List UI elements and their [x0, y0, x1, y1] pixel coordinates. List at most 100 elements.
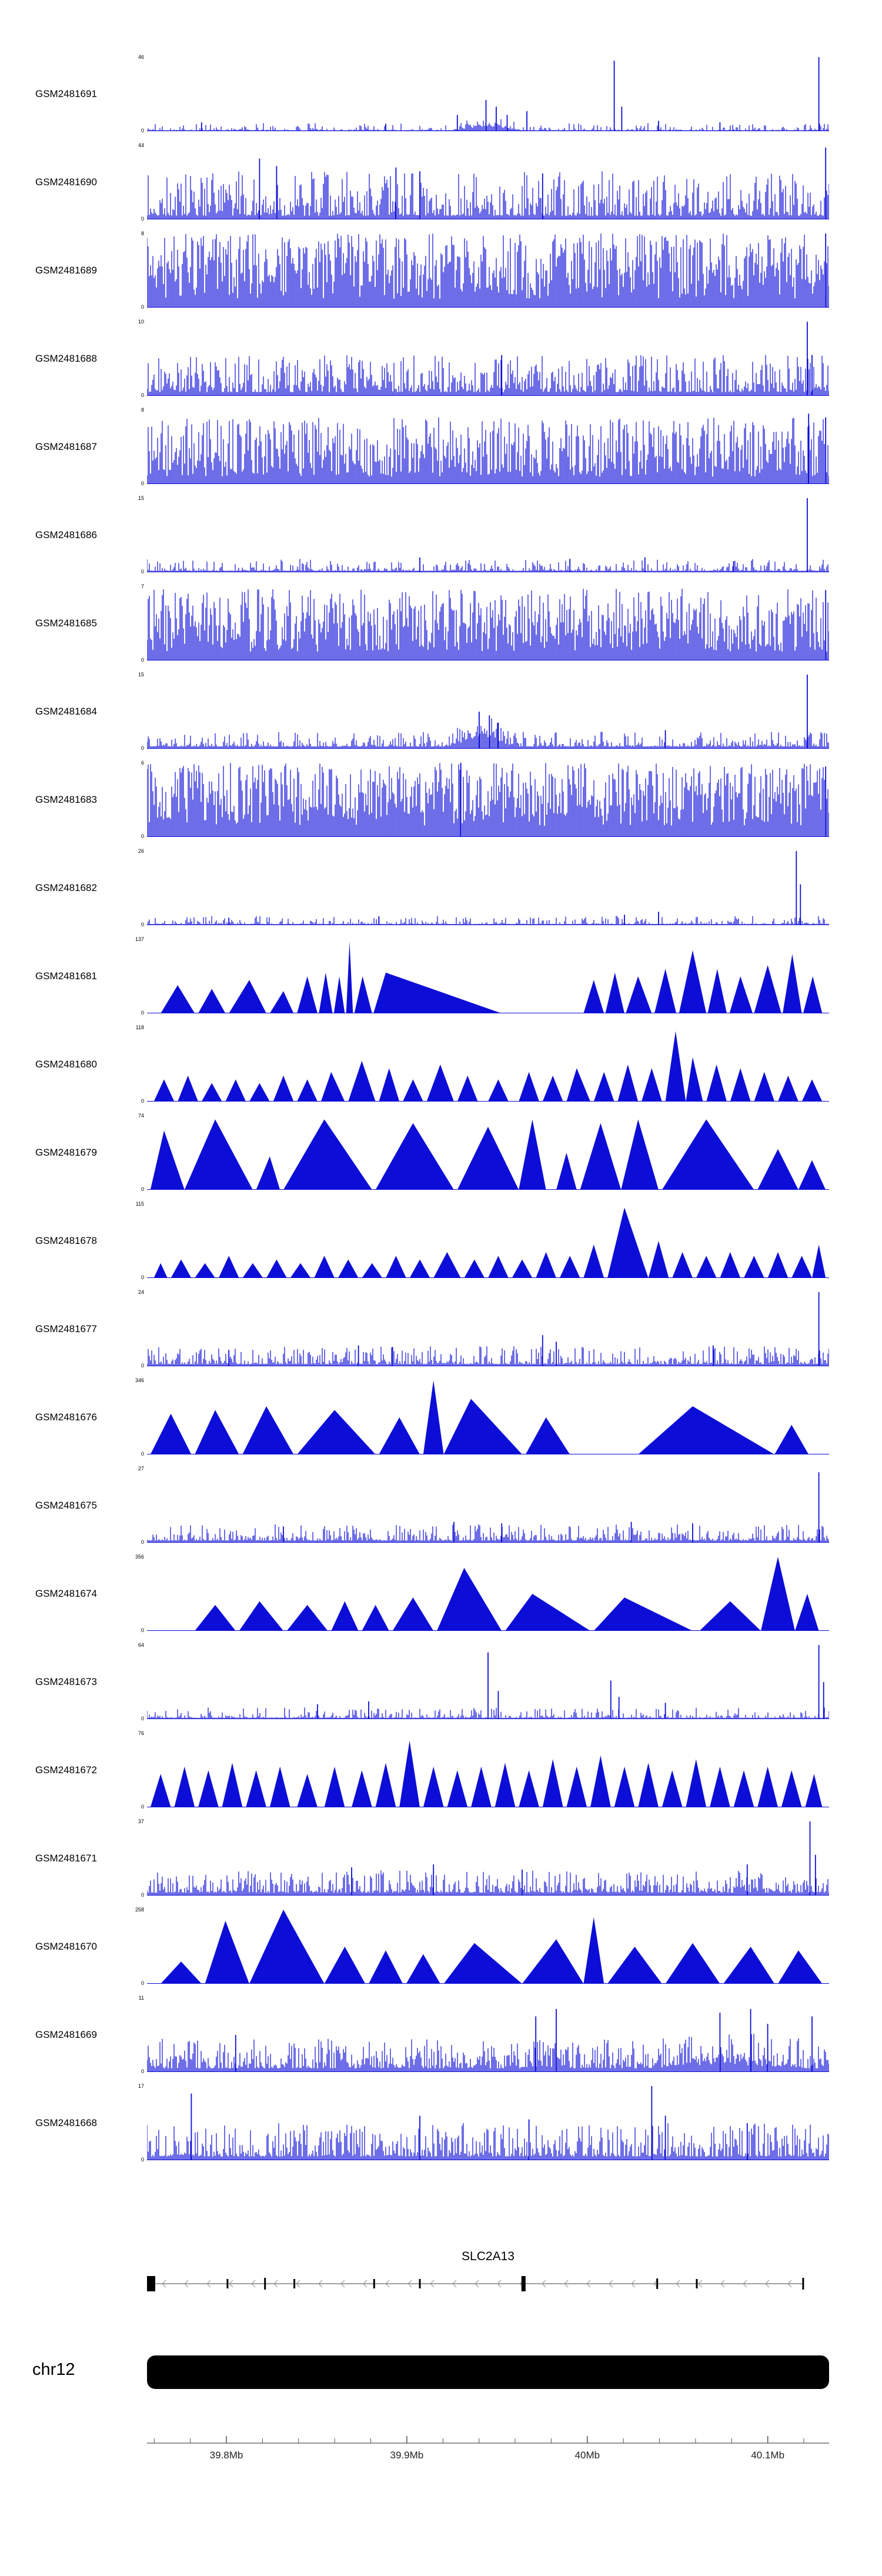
signal-plot [147, 763, 829, 837]
track-label: GSM2481690 [35, 176, 97, 188]
track-plot-area: 37 0 [138, 1819, 829, 1898]
y-axis-max: 26 [138, 848, 144, 854]
chromosome-ideogram [147, 2355, 829, 2389]
track-plot-area: 17 0 [138, 2084, 829, 2163]
y-axis-max: 64 [138, 1642, 144, 1648]
signal-track: GSM2481677 24 0 [0, 1285, 882, 1373]
y-axis-max: 8 [141, 231, 144, 236]
y-axis-min: 0 [141, 1186, 144, 1192]
track-plot-area: 46 0 [138, 55, 829, 134]
y-axis-max: 46 [138, 54, 144, 60]
y-axis-max: 37 [138, 1818, 144, 1824]
track-plot-area: 44 0 [138, 143, 829, 222]
signal-track: GSM2481681 137 0 [0, 932, 882, 1020]
y-axis-min: 0 [141, 1627, 144, 1633]
y-axis-min: 0 [141, 1010, 144, 1016]
signal-track: GSM2481684 15 0 [0, 668, 882, 756]
signal-plot [147, 1472, 829, 1543]
y-axis-min: 0 [141, 1804, 144, 1810]
signal-track: GSM2481686 15 0 [0, 491, 882, 579]
signal-track: GSM2481672 76 0 [0, 1726, 882, 1814]
track-plot-area: 8 0 [141, 231, 829, 310]
y-axis-min: 0 [141, 2157, 144, 2163]
y-axis-max: 8 [141, 407, 144, 413]
track-plot-area: 356 0 [135, 1554, 829, 1633]
signal-plot [147, 2086, 829, 2160]
track-label: GSM2481682 [35, 882, 97, 893]
signal-plot [147, 2008, 829, 2072]
signal-track: GSM2481676 346 0 [0, 1373, 882, 1461]
track-label: GSM2481684 [35, 706, 97, 717]
signal-plot [147, 57, 829, 131]
y-axis-min: 0 [141, 833, 144, 839]
y-axis-max: 118 [135, 1025, 144, 1030]
track-label: GSM2481687 [35, 441, 97, 452]
signal-track: GSM2481685 7 0 [0, 579, 882, 668]
chromosome-label: chr12 [32, 2360, 75, 2379]
y-axis-max: 137 [135, 936, 144, 942]
y-axis-min: 0 [141, 1980, 144, 1986]
y-axis-min: 0 [141, 745, 144, 751]
signal-track: GSM2481688 10 0 [0, 315, 882, 403]
signal-track: GSM2481671 37 0 [0, 1814, 882, 1903]
y-axis-min: 0 [141, 304, 144, 310]
signal-track: GSM2481691 46 0 [0, 50, 882, 138]
signal-tracks: GSM2481691 46 0 GSM2481690 44 0 GSM24816… [0, 50, 882, 2167]
track-plot-area: 74 0 [138, 1113, 829, 1192]
gene-name-label: SLC2A13 [462, 2250, 514, 2263]
y-axis-min: 0 [141, 1539, 144, 1545]
signal-plot [147, 1740, 829, 1807]
track-label: GSM2481683 [35, 794, 97, 805]
track-label: GSM2481668 [35, 2117, 97, 2128]
signal-track: GSM2481674 356 0 [0, 1550, 882, 1638]
y-axis-max: 10 [138, 319, 144, 325]
signal-plot [147, 1031, 829, 1102]
y-axis-min: 0 [141, 569, 144, 575]
track-label: GSM2481674 [35, 1588, 97, 1599]
y-axis-min: 0 [141, 1098, 144, 1104]
y-axis-min: 0 [141, 1716, 144, 1721]
track-plot-area: 258 0 [135, 1907, 829, 1986]
track-label: GSM2481673 [35, 1676, 97, 1687]
signal-plot [147, 1645, 829, 1719]
track-label: GSM2481676 [35, 1412, 97, 1423]
signal-track: GSM2481678 115 0 [0, 1197, 882, 1285]
signal-track: GSM2481680 118 0 [0, 1020, 882, 1109]
track-plot-area: 15 0 [138, 672, 829, 751]
track-label: GSM2481680 [35, 1059, 97, 1070]
track-plot-area: 64 0 [138, 1643, 829, 1721]
signal-plot [147, 1119, 829, 1190]
y-axis-max: 11 [138, 1995, 144, 2001]
track-plot-area: 27 0 [138, 1466, 829, 1545]
y-axis-max: 15 [138, 495, 144, 501]
track-plot-area: 137 0 [135, 937, 829, 1016]
y-axis-max: 258 [135, 1907, 144, 1913]
signal-track: GSM2481669 11 0 [0, 1991, 882, 2079]
y-axis-min: 0 [141, 922, 144, 927]
signal-track: GSM2481670 258 0 [0, 1903, 882, 1991]
signal-plot [147, 147, 829, 219]
y-axis-min: 0 [141, 481, 144, 486]
gene-model-track [147, 2276, 804, 2291]
track-label: GSM2481686 [35, 529, 97, 540]
track-label: GSM2481689 [35, 265, 97, 276]
y-axis-max: 6 [141, 760, 144, 766]
svg-text:39.9Mb: 39.9Mb [390, 2450, 424, 2461]
signal-plot [147, 675, 829, 749]
signal-track: GSM2481673 64 0 [0, 1638, 882, 1726]
track-plot-area: 7 0 [141, 584, 829, 663]
track-plot-area: 15 0 [138, 496, 829, 575]
track-label: GSM2481678 [35, 1235, 97, 1246]
track-label: GSM2481669 [35, 2029, 97, 2040]
svg-text:39.8Mb: 39.8Mb [210, 2450, 243, 2461]
track-plot-area: 24 0 [138, 1290, 829, 1369]
track-label: GSM2481670 [35, 1941, 97, 1952]
track-plot-area: 118 0 [136, 1025, 829, 1104]
track-plot-area: 8 0 [141, 408, 829, 486]
signal-plot [147, 1380, 829, 1454]
y-axis-max: 346 [135, 1377, 144, 1383]
track-plot-area: 26 0 [138, 849, 829, 927]
signal-track: GSM2481682 26 0 [0, 844, 882, 932]
y-axis-min: 0 [141, 1451, 144, 1457]
genome-axis-track: 39.8Mb 39.9Mb 40Mb 40.1Mb [147, 2436, 829, 2461]
